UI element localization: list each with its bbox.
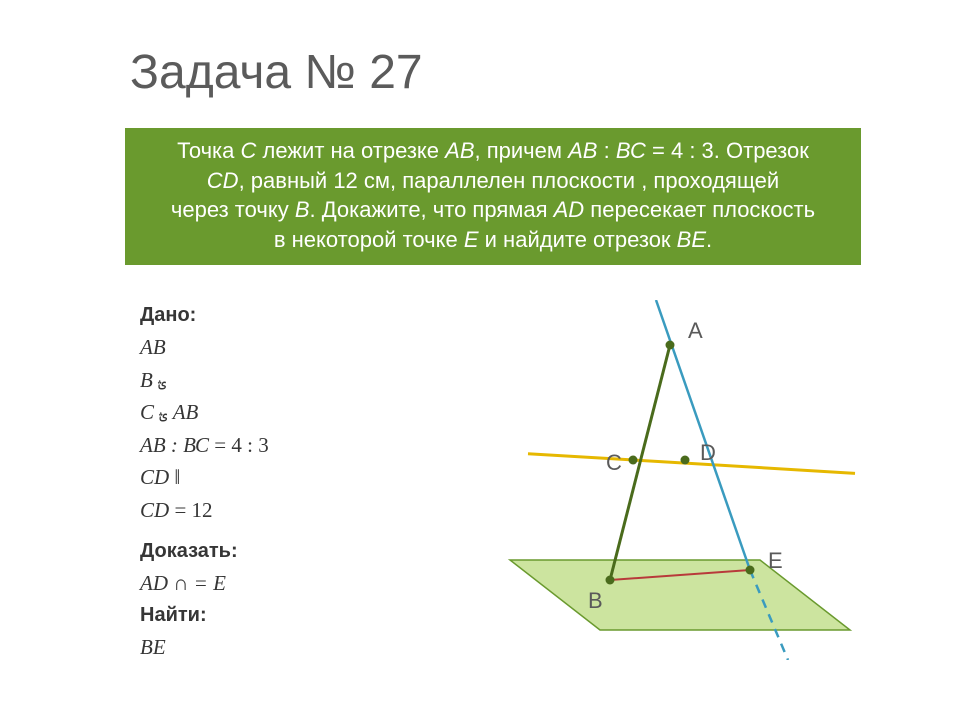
txt: и найдите отрезок: [479, 227, 677, 252]
txt: пересекает плоскость: [584, 197, 815, 222]
txt: С: [140, 400, 159, 424]
txt: .: [706, 227, 712, 252]
find-line: ВЕ: [140, 631, 269, 664]
given-header: Дано:: [140, 300, 269, 331]
point-label-e: Е: [768, 548, 783, 574]
problem-statement: Точка С лежит на отрезке АВ, причем АВ :…: [125, 128, 861, 265]
given-line: АВ : ВС = 4 : 3: [140, 429, 269, 462]
txt: Е: [464, 227, 479, 252]
txt: , причем: [475, 138, 569, 163]
txt: АВ: [445, 138, 474, 163]
txt: через точку: [171, 197, 295, 222]
point-label-d: D: [700, 440, 716, 466]
diagram-svg: [470, 300, 910, 660]
intersect-symbol: ∩: [173, 571, 188, 595]
txt: :: [597, 138, 615, 163]
find-header: Найти:: [140, 600, 269, 631]
txt: Точка: [177, 138, 240, 163]
txt: , равный 12 см, параллелен плоскости , п…: [239, 168, 780, 193]
slide: Задача № 27 Точка С лежит на отрезке АВ,…: [0, 0, 960, 720]
txt: АD: [554, 197, 585, 222]
page-title: Задача № 27: [130, 45, 423, 100]
given-line: В ؿ: [140, 364, 269, 397]
given-line: С ؿ АВ: [140, 396, 269, 429]
txt: лежит на отрезке: [256, 138, 445, 163]
point-label-b: В: [588, 588, 603, 614]
given-line: СD ǁ: [140, 461, 269, 494]
given-line: СD = 12: [140, 494, 269, 527]
txt: = 4 : 3. Отрезок: [646, 138, 809, 163]
txt: С: [241, 138, 257, 163]
txt: АD: [140, 571, 173, 595]
txt: В: [295, 197, 310, 222]
element-symbol: ؿ: [158, 376, 166, 391]
txt: в некоторой точке: [274, 227, 464, 252]
geometry-diagram: А С D В Е: [470, 300, 910, 660]
txt: В: [140, 368, 158, 392]
txt: = Е: [188, 571, 226, 595]
txt: ВС: [616, 138, 646, 163]
txt: . Докажите, что прямая: [310, 197, 554, 222]
txt: АВ: [167, 400, 198, 424]
given-line: АВ: [140, 331, 269, 364]
txt: АВ: [568, 138, 597, 163]
prove-header: Доказать:: [140, 536, 269, 567]
point-label-a: А: [688, 318, 703, 344]
given-block: Дано: АВ В ؿ С ؿ АВ АВ : ВС = 4 : 3 СD ǁ…: [140, 300, 269, 663]
txt: ВЕ: [677, 227, 706, 252]
txt: СD: [207, 168, 239, 193]
point-label-c: С: [606, 450, 622, 476]
prove-line: АD ∩ = Е: [140, 567, 269, 600]
